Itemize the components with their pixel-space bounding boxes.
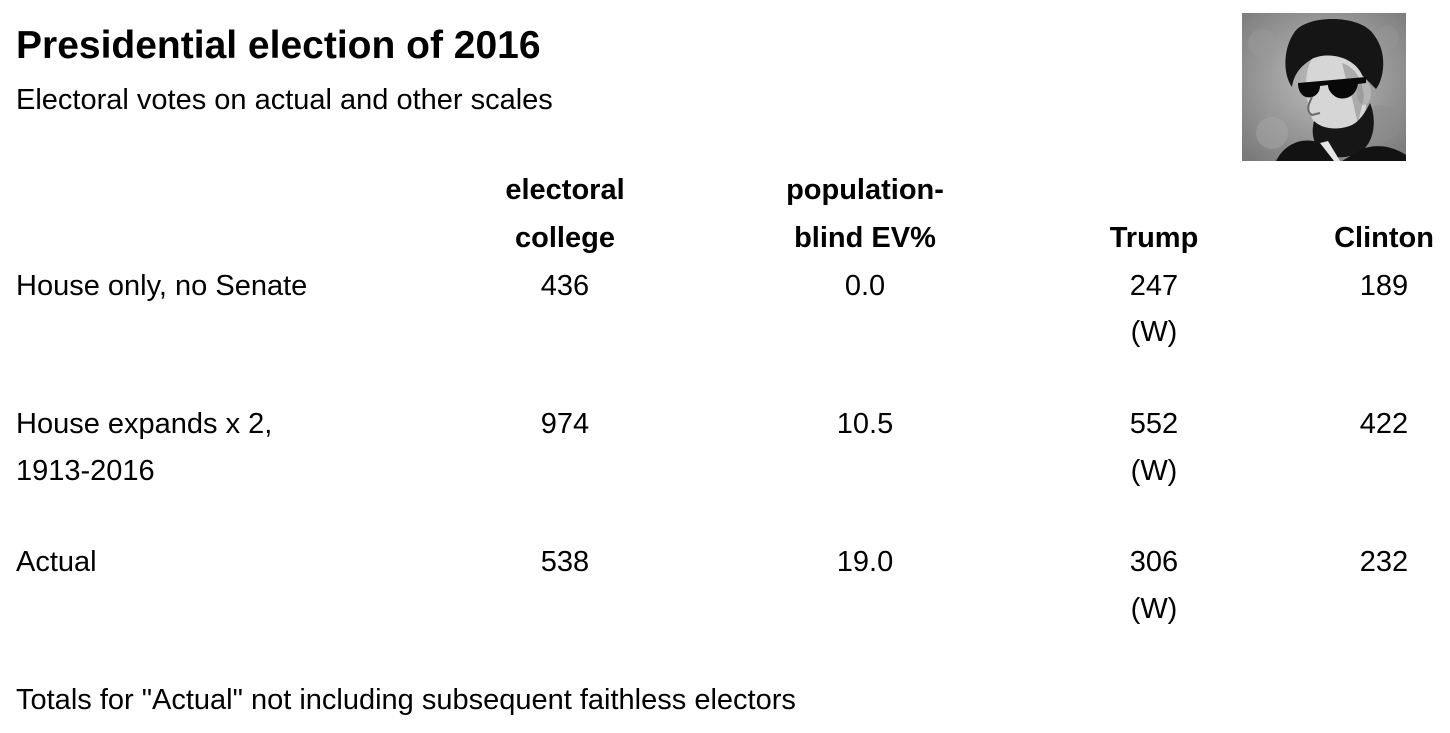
- row-label-house-expands-line1: House expands x 2,: [16, 408, 273, 440]
- table-cell-electoral-college: 974: [540, 408, 590, 440]
- page-subtitle: Electoral votes on actual and other scal…: [16, 84, 553, 116]
- table-cell-electoral-college: 538: [540, 546, 590, 578]
- winner-mark: (W): [1130, 316, 1178, 348]
- column-header-clinton: Clinton: [1334, 222, 1434, 254]
- table-cell-population-blind: 10.5: [836, 408, 894, 440]
- table-cell-clinton: 189: [1359, 270, 1409, 302]
- row-label-house-only: House only, no Senate: [16, 270, 308, 302]
- column-header-electoral-college-line2: college: [515, 222, 615, 254]
- footnote: Totals for "Actual" not including subseq…: [16, 684, 796, 716]
- table-cell-trump: 552: [1129, 408, 1179, 440]
- row-label-actual: Actual: [16, 546, 97, 578]
- table-cell-population-blind: 0.0: [844, 270, 886, 302]
- table-cell-trump: 247: [1129, 270, 1179, 302]
- table-cell-trump: 306: [1129, 546, 1179, 578]
- winner-mark: (W): [1130, 593, 1178, 625]
- column-header-trump: Trump: [1109, 222, 1199, 254]
- column-header-population-blind-line2: blind EV%: [794, 222, 936, 254]
- column-header-electoral-college-line1: electoral: [505, 174, 625, 206]
- winner-mark: (W): [1130, 455, 1178, 487]
- row-label-house-expands-line2: 1913-2016: [16, 455, 155, 487]
- column-header-population-blind-line1: population-: [786, 174, 944, 206]
- page-title: Presidential election of 2016: [16, 24, 541, 67]
- lincoln-portrait-with-sunglasses-icon: [1242, 13, 1406, 161]
- table-cell-clinton: 232: [1359, 546, 1409, 578]
- table-cell-electoral-college: 436: [540, 270, 590, 302]
- table-cell-population-blind: 19.0: [836, 546, 894, 578]
- table-cell-clinton: 422: [1359, 408, 1409, 440]
